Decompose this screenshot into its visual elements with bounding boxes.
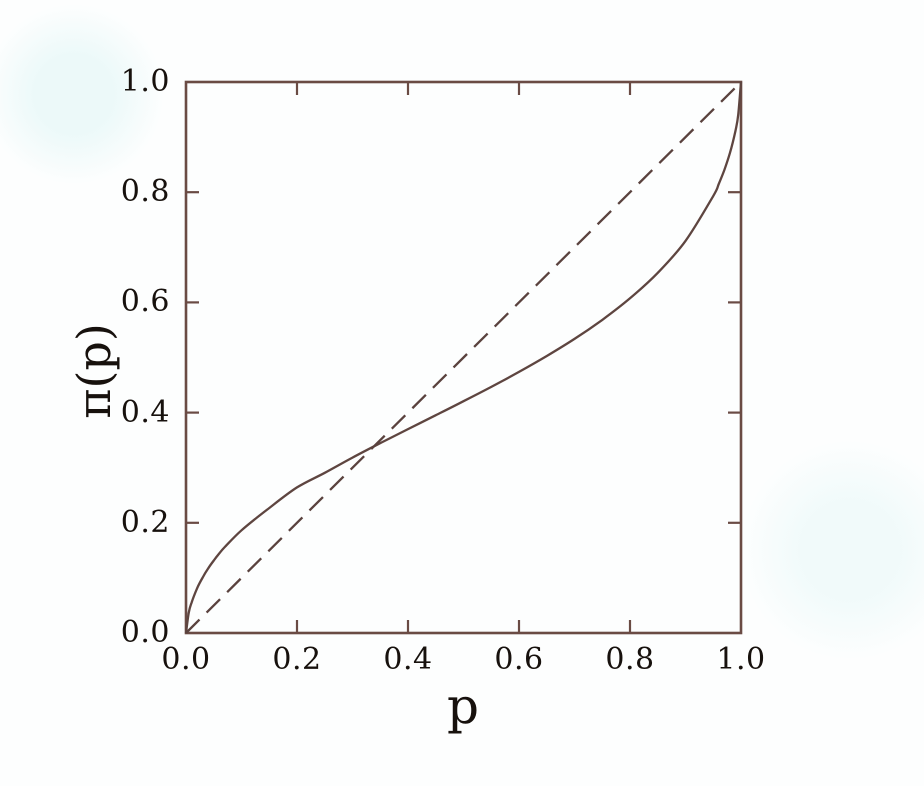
- x-tick-label: 0.8: [605, 642, 655, 677]
- y-axis-label: π(p): [67, 323, 121, 419]
- y-tick-label: 0.4: [120, 394, 170, 430]
- y-tick-label: 0.0: [120, 615, 170, 650]
- x-tick-label: 0.6: [494, 642, 544, 677]
- plot-frame: [184, 80, 743, 635]
- x-tick-label: 0.4: [383, 642, 433, 677]
- x-tick-label: 1.0: [716, 642, 766, 677]
- x-axis-label: p: [446, 677, 479, 735]
- probability-weighting-curve: [184, 81, 743, 634]
- y-tick-label: 0.8: [120, 174, 170, 210]
- x-tick-label: 0.2: [272, 642, 322, 677]
- y-tick-label: 0.6: [120, 284, 170, 320]
- y-tick-label: 0.2: [120, 504, 170, 540]
- y-tick-label: 1.0: [120, 64, 170, 99]
- x-tick-label: 0.0: [161, 642, 211, 677]
- identity-diagonal: [185, 81, 742, 634]
